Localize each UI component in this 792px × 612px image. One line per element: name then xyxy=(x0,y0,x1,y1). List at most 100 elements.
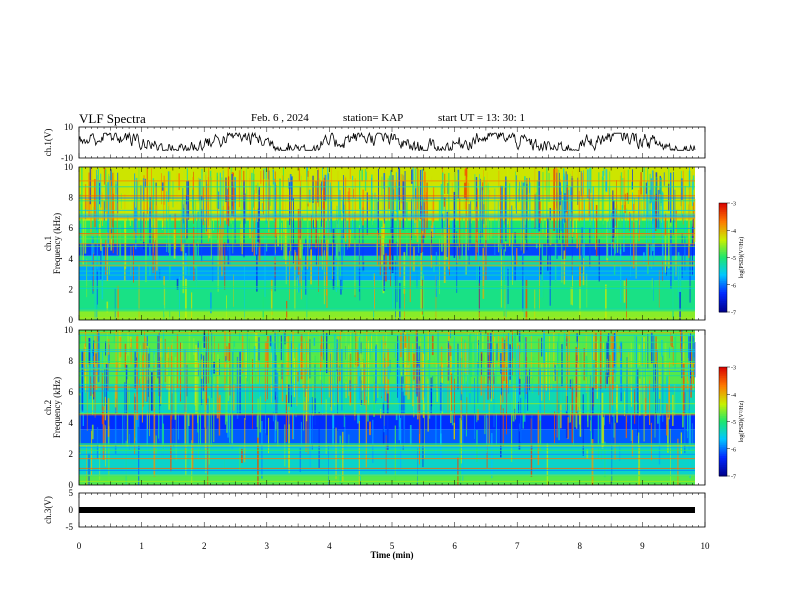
x-tick-label: 1 xyxy=(139,541,144,551)
colorbar-segment xyxy=(719,292,727,295)
colorbar-segment xyxy=(719,403,727,406)
colorbar-segment xyxy=(719,282,727,286)
colorbar-segment xyxy=(719,392,727,395)
colorbar-segment xyxy=(719,239,727,242)
colorbar-segment xyxy=(719,230,727,233)
colorbar-segment xyxy=(719,228,727,231)
colorbar-tick-label: -4 xyxy=(731,229,736,235)
colorbar-segment xyxy=(719,253,727,257)
x-tick-label: 10 xyxy=(701,541,711,551)
y-tick-label: 8 xyxy=(69,193,74,203)
y-tick-label: 6 xyxy=(69,223,74,233)
colorbar-segment xyxy=(719,250,727,253)
colorbar-segment xyxy=(719,226,727,229)
chart-title: VLF Spectra xyxy=(79,111,146,126)
colorbar-segment xyxy=(719,381,727,384)
colorbar-segment xyxy=(719,295,727,298)
colorbar-tick-label: -6 xyxy=(731,283,736,289)
x-tick-label: 0 xyxy=(77,541,82,551)
colorbar-segment xyxy=(719,208,727,211)
ch3-axis-label: ch.3(V) xyxy=(43,496,53,524)
station-label: station= KAP xyxy=(343,112,404,124)
colorbar-segment xyxy=(719,414,727,417)
x-tick-label: 5 xyxy=(390,541,395,551)
colorbar-segment xyxy=(719,437,727,441)
colorbar-segment xyxy=(719,232,727,235)
x-tick-label: 4 xyxy=(327,541,332,551)
colorbar-segment xyxy=(719,401,727,404)
colorbar-segment xyxy=(719,204,727,208)
colorbar-segment xyxy=(719,308,727,311)
colorbar-segment xyxy=(719,284,727,288)
colorbar-segment xyxy=(719,386,727,390)
y-tick-label: 0 xyxy=(69,505,74,515)
colorbar-ch1 xyxy=(718,202,730,313)
colorbar-segment xyxy=(719,454,727,457)
colorbar-segment xyxy=(719,259,727,262)
ch1-waveform-line xyxy=(78,131,696,152)
y-tick-label: 0 xyxy=(69,315,74,325)
colorbar-segment xyxy=(719,396,727,399)
colorbar-segment xyxy=(719,224,727,228)
colorbar-segment xyxy=(719,399,727,403)
colorbar-segment xyxy=(719,257,727,260)
colorbar-segment xyxy=(719,388,727,392)
colorbar-segment xyxy=(719,439,727,442)
spectrogram-band xyxy=(79,167,695,221)
colorbar-tick-label: -7 xyxy=(731,311,736,317)
colorbar-segment xyxy=(719,262,727,266)
colorbar-segment xyxy=(719,452,727,455)
colorbar-tick-label: -5 xyxy=(731,256,736,262)
colorbar-segment xyxy=(719,237,727,240)
colorbar-segment xyxy=(719,217,727,220)
colorbar-segment xyxy=(719,466,727,470)
colorbar-segment xyxy=(719,445,727,448)
colorbar-segment xyxy=(719,376,727,379)
spectrogram-band xyxy=(79,264,695,281)
colorbar-segment xyxy=(719,450,727,453)
colorbar-segment xyxy=(719,268,727,271)
colorbar-tick-label: -4 xyxy=(731,393,736,399)
colorbar-segment xyxy=(719,405,727,408)
colorbar-segment xyxy=(719,264,727,268)
colorbar-segment xyxy=(719,470,727,473)
colorbar-segment xyxy=(719,203,727,206)
colorbar-segment xyxy=(719,368,727,372)
colorbar-segment xyxy=(719,261,727,264)
colorbar-segment xyxy=(719,246,727,249)
spectrogram-texture xyxy=(79,167,696,320)
frequency-axis-label: Frequency (kHz) xyxy=(52,213,62,274)
colorbar-tick-label: -3 xyxy=(731,202,736,208)
colorbar-segment xyxy=(719,241,727,244)
colorbar-segment xyxy=(719,242,727,246)
start-time-label: start UT = 13: 30: 1 xyxy=(438,112,525,124)
colorbar-segment xyxy=(719,383,727,386)
y-tick-label: 2 xyxy=(69,449,74,459)
colorbar-segment xyxy=(719,277,727,280)
colorbar-segment xyxy=(719,423,727,426)
x-tick-label: 9 xyxy=(640,541,645,551)
colorbar-segment xyxy=(719,275,727,278)
colorbar-segment xyxy=(719,374,727,377)
spectrogram-band xyxy=(79,310,695,320)
x-tick-label: 3 xyxy=(265,541,270,551)
y-tick-label: 2 xyxy=(69,284,74,294)
spectrogram-ch2 xyxy=(79,330,696,485)
colorbar-label: log(PSD)(V²/Hz) xyxy=(738,237,745,278)
x-tick-label: 8 xyxy=(578,541,583,551)
colorbar-tick-label: -7 xyxy=(731,475,736,481)
colorbar-segment xyxy=(719,210,727,213)
x-axis-label: Time (min) xyxy=(370,550,413,560)
colorbar-tick-label: -3 xyxy=(731,366,736,372)
colorbar-segment xyxy=(719,206,727,209)
colorbar-segment xyxy=(719,397,727,401)
colorbar-segment xyxy=(719,222,727,226)
colorbar-segment xyxy=(719,270,727,273)
colorbar-segment xyxy=(719,286,727,289)
x-tick-label: 7 xyxy=(515,541,520,551)
colorbar-segment xyxy=(719,266,727,269)
colorbar-segment xyxy=(719,213,727,217)
colorbar-segment xyxy=(719,425,727,428)
colorbar-segment xyxy=(719,426,727,430)
colorbar-segment xyxy=(719,279,727,282)
